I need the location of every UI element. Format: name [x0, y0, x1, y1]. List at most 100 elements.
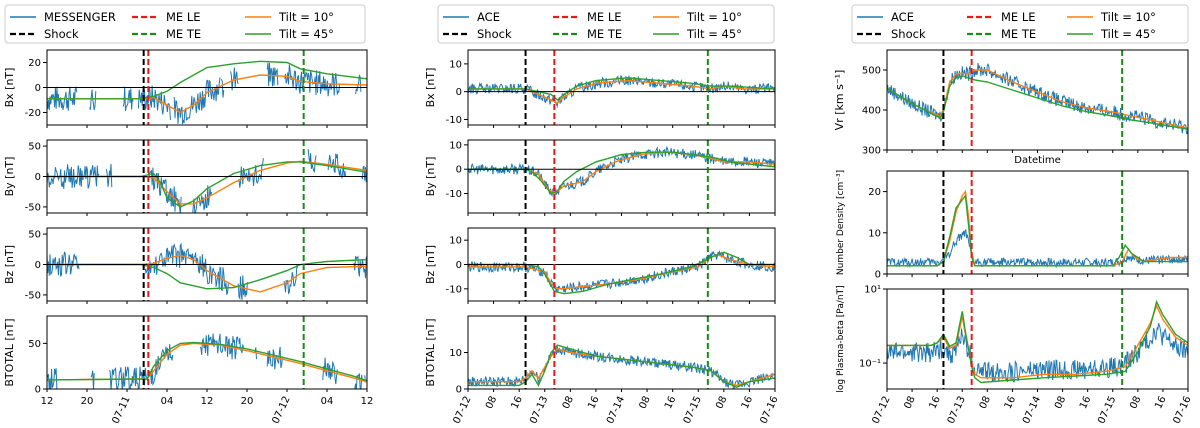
y-axis-label: Bz [nT] [3, 245, 16, 284]
y-tick-label: 0 [35, 83, 41, 94]
y-tick-label: 50 [28, 230, 41, 241]
x-tick-label: 08 [1128, 395, 1143, 411]
panel-2: 20 10 0 Number Density [cm⁻³] [836, 170, 1189, 281]
x-tick-label: 07-14 [605, 395, 627, 426]
y-axis-label: Number Density [cm⁻³] [836, 170, 846, 275]
x-tick-label: 08 [1053, 395, 1068, 411]
series-observed [468, 75, 775, 109]
series-observed [468, 145, 775, 198]
y-tick-label: 400 [862, 106, 881, 117]
series-tilt-10 [468, 79, 775, 104]
x-tick-label: 08 [714, 395, 729, 411]
series-tilt-45 [468, 344, 775, 388]
y-tick-label: 0 [35, 172, 41, 183]
x-tick-label: 07-14 [1021, 395, 1043, 426]
y-tick-label: 500 [862, 66, 881, 77]
x-tick-label: 08 [978, 395, 993, 411]
y-tick-label: -50 [25, 202, 41, 213]
series-tilt-10 [47, 74, 367, 114]
series-tilt-45 [47, 161, 367, 208]
series-observed [47, 334, 367, 392]
y-tick-label: -10 [446, 284, 462, 295]
panel-1: 500 400 300 Vr [km s⁻¹] Datetime [833, 49, 1189, 166]
legend-frame [4, 4, 366, 44]
series-observed [887, 62, 1188, 135]
y-tick-label: 20 [28, 58, 41, 69]
x-tick-label: 08 [484, 395, 499, 411]
y-axis-label: Bx [nT] [424, 68, 437, 108]
y-axis-label: BTOTAL [nT] [3, 318, 16, 386]
panel-3: 50 0 -50 Bz [nT] [3, 227, 368, 304]
x-tick-label: 16 [740, 395, 755, 411]
panel-1: 20 0 -20 Bx [nT] [3, 49, 368, 128]
legend-me-le-label: ME LE [587, 10, 622, 24]
chart-column-3: ACE ME LE Tilt = 10° Shock ME TE Tilt = 45° 50… [833, 4, 1194, 426]
y-tick-label: 10⁻¹ [859, 359, 881, 370]
y-tick-label: 10 [449, 348, 462, 359]
y-tick-label: 10 [449, 59, 462, 70]
legend: ACE ME LE Tilt = 10° Shock ME TE Tilt = 45° [437, 4, 775, 44]
legend-observed-label: MESSENGER [44, 10, 116, 24]
panel-plot-area [47, 228, 367, 301]
panel-plot-area [887, 50, 1188, 150]
x-tick-label: 16 [1078, 395, 1093, 411]
x-tick-label: 16 [928, 395, 943, 411]
series-tilt-10 [887, 189, 1188, 267]
series-observed [47, 149, 367, 213]
panel-plot-area [47, 140, 367, 213]
legend-tilt-45-label: Tilt = 45° [278, 27, 334, 41]
panel-plot-area [468, 316, 775, 389]
x-tick-label: 07-15 [682, 395, 704, 426]
chart-column-1: MESSENGER ME LE Tilt = 10° Shock ME TE Tilt =… [3, 4, 373, 426]
y-tick-label: 0 [456, 260, 462, 271]
legend-shock-label: Shock [44, 27, 79, 41]
panel-frame [886, 49, 1189, 151]
x-tick-label: 04 [321, 396, 334, 407]
y-tick-label: 50 [28, 142, 41, 153]
series-tilt-10 [47, 254, 367, 293]
series-tilt-10 [887, 69, 1188, 129]
chart-column-2: ACE ME LE Tilt = 10° Shock ME TE Tilt = 45° 10… [424, 4, 781, 426]
x-tick-label: 07-12 [870, 395, 892, 426]
x-tick-label: 07-13 [528, 395, 550, 426]
y-axis-label: Bx [nT] [3, 68, 16, 108]
y-tick-label: 20 [868, 187, 881, 198]
series-observed [887, 323, 1188, 384]
x-tick-label: 07-12 [270, 395, 292, 426]
y-axis-label: Bz [nT] [424, 245, 437, 284]
legend-frame [851, 4, 1189, 44]
legend-observed-label: ACE [477, 10, 500, 24]
x-tick-label: 07-16 [758, 395, 780, 426]
x-tick-label: 16 [663, 395, 678, 411]
panel-frame [467, 315, 776, 390]
series-tilt-45 [887, 193, 1188, 267]
panel-1: 10 0 -10 Bx [nT] [424, 49, 776, 128]
series-tilt-10 [468, 151, 775, 195]
legend-shock-label: Shock [891, 27, 926, 41]
y-tick-label: 10 [449, 236, 462, 247]
y-tick-label: -10 [446, 115, 462, 126]
y-tick-label: 0 [456, 385, 462, 396]
panel-plot-area [468, 50, 775, 125]
x-tick-label: 16 [586, 395, 601, 411]
x-tick-label: 07-15 [1096, 395, 1118, 426]
x-tick-label: 07-16 [1171, 395, 1193, 426]
legend-me-te-label: ME TE [587, 27, 622, 41]
panel-4: 10 0 BTOTAL [nT] [424, 315, 776, 396]
y-tick-label: 50 [28, 339, 41, 350]
y-axis-label: BTOTAL [nT] [424, 318, 437, 386]
legend-tilt-45-label: Tilt = 45° [686, 27, 742, 41]
y-tick-label: 0 [35, 260, 41, 271]
x-tick-label: 07-13 [946, 395, 968, 426]
legend-me-te-label: ME TE [1001, 27, 1036, 41]
panel-3: 10 0 -10 Bz [nT] [424, 227, 776, 304]
series-observed [468, 249, 775, 294]
legend-tilt-10-label: Tilt = 10° [278, 10, 334, 24]
x-tick-label: 08 [561, 395, 576, 411]
y-tick-label: 10 [449, 140, 462, 151]
y-tick-label: 0 [456, 165, 462, 176]
x-tick-label: 04 [161, 396, 174, 407]
y-axis-label: By [nT] [3, 157, 16, 197]
x-axis-label: Datetime [1014, 155, 1061, 166]
